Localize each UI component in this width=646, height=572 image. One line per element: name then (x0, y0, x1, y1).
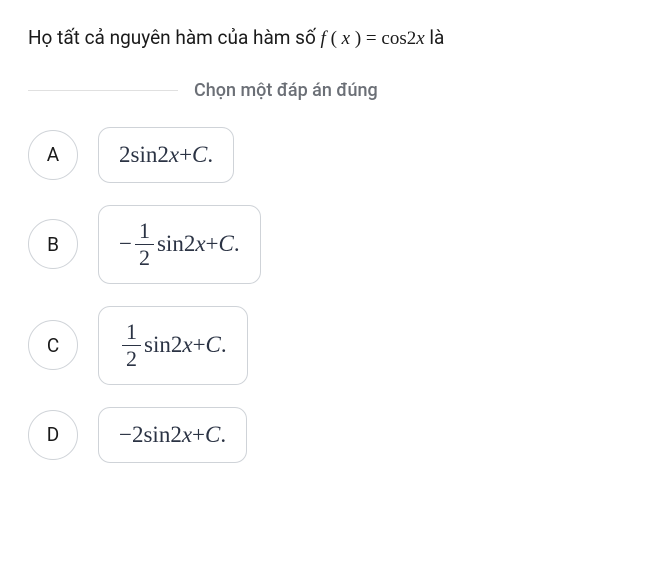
option-a[interactable]: A 2sin2x + C. (28, 127, 618, 183)
question-suffix: là (429, 26, 444, 49)
quiz-container: Họ tất cả nguyên hàm của hàm số f ( x ) … (0, 0, 646, 487)
option-letter-a: A (28, 130, 78, 180)
option-answer-d: − 2sin2x + C. (98, 407, 247, 463)
fraction-icon: 12 (122, 321, 141, 370)
option-answer-a: 2sin2x + C. (98, 127, 234, 183)
question-prefix: Họ tất cả nguyên hàm của hàm số (28, 26, 321, 49)
instruction-row: Chọn một đáp án đúng (28, 80, 618, 101)
option-letter-c: C (28, 320, 78, 370)
option-letter-b: B (28, 219, 78, 269)
option-d[interactable]: D − 2sin2x + C. (28, 407, 618, 463)
question-text: Họ tất cả nguyên hàm của hàm số f ( x ) … (28, 24, 618, 54)
option-b[interactable]: B − 12sin2x + C. (28, 205, 618, 284)
instruction-text: Chọn một đáp án đúng (178, 80, 394, 101)
option-letter-d: D (28, 410, 78, 460)
divider-left (28, 90, 178, 91)
option-c[interactable]: C 12sin2x + C. (28, 306, 618, 385)
option-answer-b: − 12sin2x + C. (98, 205, 261, 284)
option-answer-c: 12sin2x + C. (98, 306, 248, 385)
fraction-icon: 12 (135, 220, 154, 269)
question-math: f ( x ) = cos2x (321, 28, 430, 49)
options-list: A 2sin2x + C. B − 12sin2x + C. C 12sin2x… (28, 127, 618, 463)
